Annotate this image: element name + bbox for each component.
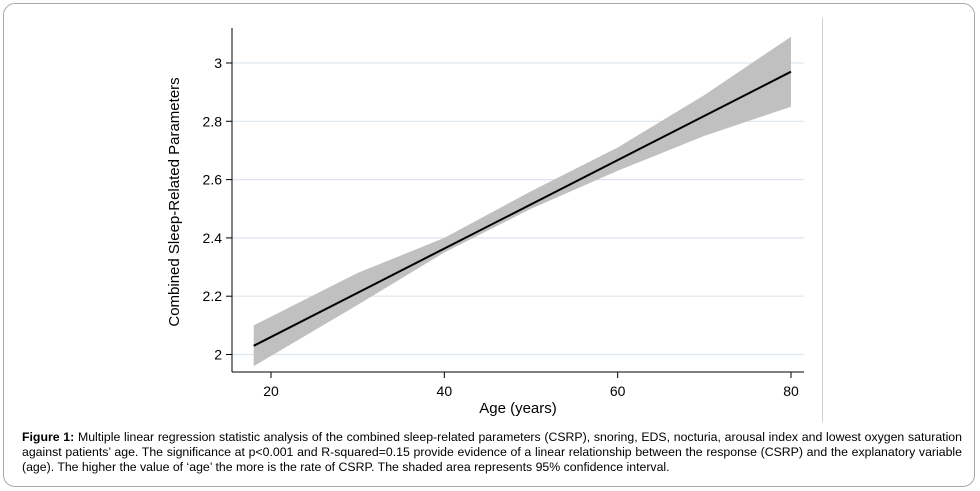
confidence-band [253, 36, 791, 367]
figure-frame [3, 3, 975, 487]
caption-text: Multiple linear regression statistic ana… [22, 430, 962, 474]
x-tick-label: 80 [783, 383, 799, 399]
caption-label: Figure 1: [22, 430, 75, 444]
y-tick-label: 2.8 [203, 113, 223, 129]
regression-chart: 2 2.2 2.4 2.6 2.8 3 20 40 60 80 Age (years) Combi… [166, 28, 804, 417]
y-tick-label: 2.6 [203, 172, 223, 188]
axis-layer: 2 2.2 2.4 2.6 2.8 3 20 40 60 80 [203, 28, 804, 399]
fit-line [253, 70, 792, 347]
fit-line-layer [253, 70, 792, 347]
y-tick-label: 3 [214, 55, 222, 71]
x-axis-label: Age (years) [479, 400, 557, 417]
y-tick-label: 2.4 [203, 230, 223, 246]
figure-divider [822, 18, 823, 422]
y-tick-label: 2 [214, 347, 222, 363]
x-tick-label: 60 [610, 383, 626, 399]
x-tick-label: 20 [263, 383, 279, 399]
y-tick-label: 2.2 [203, 288, 223, 304]
confidence-band-layer [253, 36, 791, 367]
grid-layer [232, 62, 804, 356]
figure-caption: Figure 1: Multiple linear regression sta… [22, 430, 962, 475]
x-tick-label: 40 [437, 383, 453, 399]
y-axis-label: Combined Sleep-Related Parameters [166, 77, 183, 326]
